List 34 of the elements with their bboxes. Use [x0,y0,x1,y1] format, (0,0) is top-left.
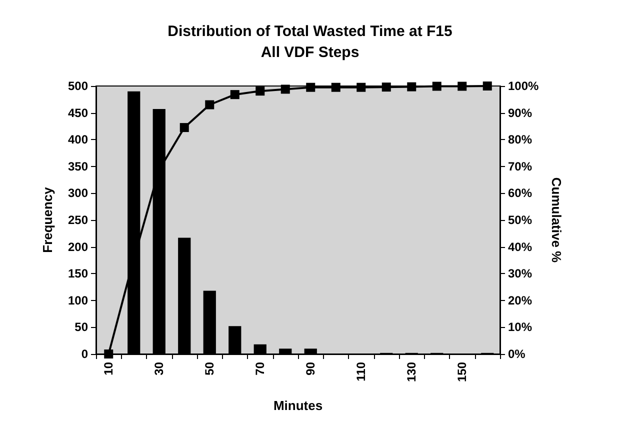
y2-tick-label: 0% [508,347,526,361]
y2-tick-label: 80% [508,132,532,147]
y-tick-label: 100 [68,293,88,308]
y2-tick-label: 50% [508,213,532,227]
x-tick-label: 70 [253,362,268,376]
y2-tick-label: 60% [508,186,532,200]
y2-tick-label: 10% [508,320,532,334]
y-axis-title: Frequency [40,186,55,253]
y-tick-label: 150 [68,266,88,281]
y2-tick-label: 30% [508,266,532,281]
y2-tick-label: 40% [508,240,532,254]
x-tick-label: 150 [455,362,470,382]
y2-axis-title: Cumulative % [549,177,564,264]
y-tick-label: 350 [68,159,88,174]
y-tick-label: 400 [68,132,88,147]
y-tick-label: 450 [68,106,88,120]
x-tick-label: 90 [304,362,318,376]
y2-tick-label: 20% [508,293,532,308]
y-tick-label: 250 [68,213,88,227]
y-tick-label: 50 [74,320,88,334]
y2-tick-label: 70% [508,159,532,174]
chart-title: Distribution of Total Wasted Time at F15 All VDF Steps [168,23,452,61]
x-tick-label: 50 [202,362,217,376]
x-tick-label: 130 [404,362,419,382]
y-tick-label: 0 [81,347,88,361]
x-axis-title: Minutes [273,398,323,413]
y2-tick-label: 100% [508,79,540,93]
y-tick-label: 300 [68,186,88,200]
y2-tick-label: 90% [508,106,532,120]
y-tick-label: 500 [68,79,88,93]
y-tick-label: 200 [68,240,88,254]
x-tick-label: 110 [354,362,368,382]
x-tick-label: 30 [152,362,166,376]
x-tick-label: 10 [102,362,116,376]
